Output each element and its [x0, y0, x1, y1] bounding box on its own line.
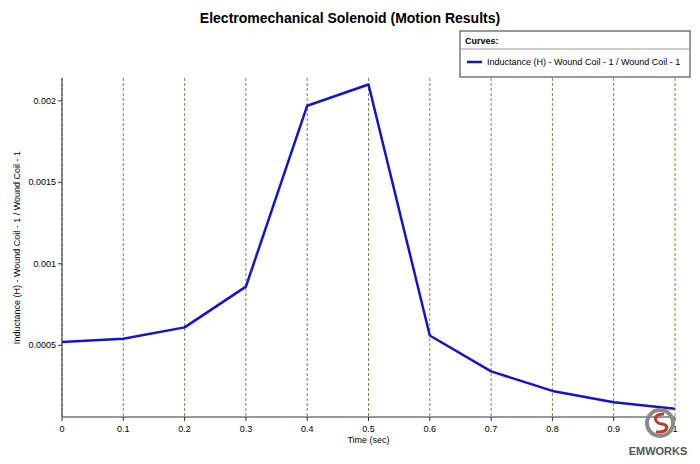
tick-label: 0.2: [178, 424, 191, 434]
tick-label: 0.1: [117, 424, 130, 434]
tick-mark: [58, 345, 62, 346]
logo-ring: [647, 410, 673, 436]
tick-mark: [62, 417, 63, 421]
tick-label: 0.8: [546, 424, 559, 434]
tick-mark: [58, 263, 62, 264]
grid-line: [429, 78, 430, 417]
y-axis-label: Inductance (H) - Wound Coil - 1 / Wound …: [12, 151, 22, 344]
tick-mark: [58, 100, 62, 101]
legend-box: [460, 31, 690, 77]
tick-mark: [552, 417, 553, 421]
tick-label: 0.001: [33, 259, 56, 269]
grid-line: [368, 78, 369, 417]
tick-label: 0.9: [607, 424, 620, 434]
grid-line: [184, 78, 185, 417]
tick-mark: [184, 417, 185, 421]
tick-mark: [613, 417, 614, 421]
tick-label: 0.5: [362, 424, 375, 434]
grid-line: [123, 78, 124, 417]
legend-entry: Inductance (H) - Wound Coil - 1 / Wound …: [487, 57, 680, 67]
tick-label: 0.7: [485, 424, 498, 434]
legend-title: Curves:: [465, 36, 499, 46]
tick-label: 0.4: [301, 424, 314, 434]
tick-label: 0.3: [240, 424, 253, 434]
x-axis: [62, 417, 675, 418]
tick-mark: [368, 417, 369, 421]
tick-mark: [245, 417, 246, 421]
tick-mark: [58, 182, 62, 183]
grid-line: [675, 78, 676, 417]
grid-line: [245, 78, 246, 417]
line: [62, 85, 675, 409]
tick-mark: [491, 417, 492, 421]
logo: EMWORKS: [629, 410, 688, 457]
legend-separator: [460, 49, 690, 50]
title: Electromechanical Solenoid (Motion Resul…: [200, 10, 500, 26]
grid-line: [552, 78, 553, 417]
tick-label: 0.0015: [28, 177, 56, 187]
chart: Electromechanical Solenoid (Motion Resul…: [0, 0, 700, 464]
tick-mark: [307, 417, 308, 421]
x-axis-label: Time (sec): [347, 435, 389, 445]
y-axis: [62, 78, 63, 417]
grid-line: [613, 78, 614, 417]
grid-line: [62, 78, 63, 417]
legend: Curves: Inductance (H) - Wound Coil - 1 /…: [460, 31, 690, 77]
grid-line: [307, 78, 308, 417]
annotation: EMWORKS: [629, 445, 688, 457]
tick-mark: [123, 417, 124, 421]
tick-mark: [429, 417, 430, 421]
grid-line: [491, 78, 492, 417]
tick-label: 0.002: [33, 96, 56, 106]
legend-swatch: [467, 61, 482, 64]
logo-swirl: [656, 414, 667, 432]
tick-label: 0: [59, 424, 64, 434]
background: [0, 0, 700, 464]
tick-label: 0.6: [424, 424, 437, 434]
plot-area: [62, 85, 675, 409]
tick-label: 0.0005: [28, 340, 56, 350]
